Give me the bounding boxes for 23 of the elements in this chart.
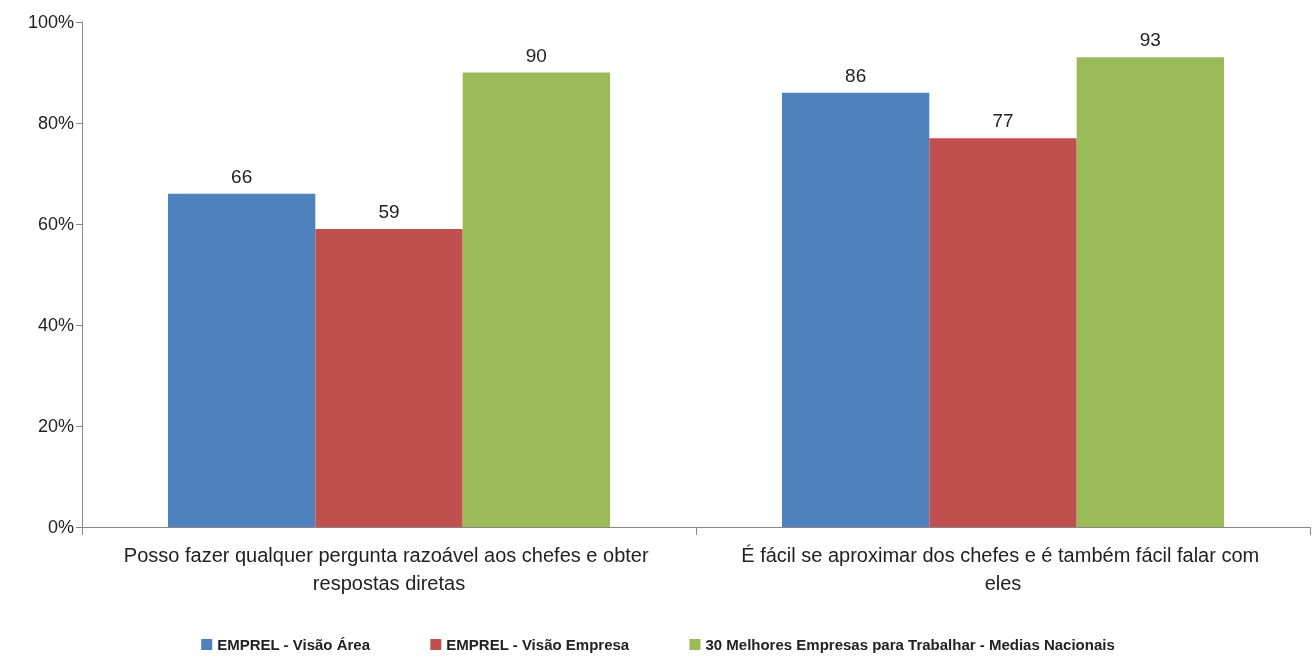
data-label: 77 [992,110,1014,132]
y-tick-label: 60% [37,214,74,234]
legend-label: EMPREL - Visão Empresa [446,636,630,653]
y-tick-label: 80% [37,113,74,133]
y-tick-label: 20% [37,416,74,436]
x-tick-label: Posso fazer qualquer pergunta razoável aos chefes e obter respostas diretas [123,544,655,594]
data-label: 59 [378,201,400,223]
legend-label: 30 Melhores Empresas para Trabalhar - Medias Nacionais [705,636,1115,653]
bar [315,229,463,527]
y-tick-label: 100% [27,12,74,32]
data-label: 93 [1139,29,1161,51]
y-tick-label: 0% [47,517,74,537]
bar [462,72,611,527]
legend-label: EMPREL - Visão Área [217,636,371,653]
bar [781,92,930,527]
bar [929,138,1077,527]
data-label: 86 [845,64,867,86]
bar [1076,57,1225,527]
y-tick-label: 40% [37,315,74,335]
data-label: 90 [525,44,547,66]
bar [167,193,316,527]
x-tick-label: É fácil se aproximar dos chefes e é também fácil falar com eles [741,544,1265,594]
data-label: 66 [231,165,253,187]
